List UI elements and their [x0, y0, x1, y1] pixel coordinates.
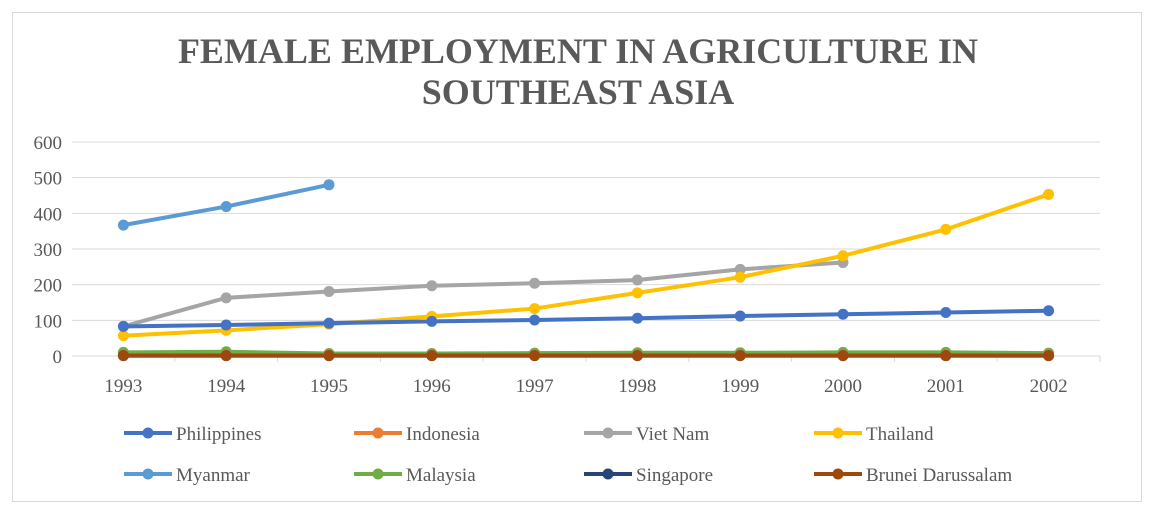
legend-marker	[142, 468, 154, 480]
legend-marker	[832, 427, 844, 439]
series-thailand	[117, 188, 1055, 342]
data-point	[631, 287, 643, 299]
legend-item-thailand: Thailand	[814, 424, 934, 445]
data-point	[220, 201, 232, 213]
series-line	[121, 260, 845, 329]
legend-item-viet-nam: Viet Nam	[584, 424, 709, 445]
data-point	[117, 350, 129, 362]
legend-item-myanmar: Myanmar	[124, 465, 251, 486]
series-line	[121, 349, 1051, 356]
data-point	[837, 250, 849, 262]
data-point	[631, 350, 643, 362]
series-philippines	[117, 305, 1055, 332]
legend-label: Viet Nam	[636, 424, 709, 445]
data-point	[220, 350, 232, 362]
data-point	[1043, 188, 1055, 200]
x-tick-label: 1996	[413, 376, 451, 397]
data-point	[631, 312, 643, 324]
y-tick-label: 500	[34, 169, 63, 190]
series-line	[121, 308, 1051, 329]
legend-item-malaysia: Malaysia	[354, 465, 476, 486]
legend-marker	[602, 468, 614, 480]
legend-label: Philippines	[176, 424, 262, 445]
legend-item-brunei-darussalam: Brunei Darussalam	[814, 465, 1012, 486]
data-point	[529, 277, 541, 289]
data-point	[734, 350, 746, 362]
data-point	[940, 223, 952, 235]
x-axis: 1993 1994 1995 1996 1997 1998 1999 2000 2001 2002	[104, 356, 1101, 397]
legend: Philippines Indonesia Viet Nam Thailand Myan…	[124, 424, 1012, 486]
chart-title-line-1: FEMALE EMPLOYMENT IN AGRICULTURE IN	[178, 31, 978, 71]
legend-marker	[602, 427, 614, 439]
legend-label: Malaysia	[406, 465, 476, 486]
legend-label: Singapore	[636, 465, 713, 486]
data-point	[117, 219, 129, 231]
y-tick-label: 400	[34, 204, 63, 225]
data-point	[426, 280, 438, 292]
data-point	[529, 303, 541, 315]
series-line	[121, 192, 1051, 338]
data-point	[426, 315, 438, 327]
data-point	[734, 271, 746, 283]
data-point	[837, 350, 849, 362]
y-tick-label: 0	[53, 347, 63, 368]
series-myanmar	[117, 179, 335, 231]
data-point	[1043, 305, 1055, 317]
data-point	[220, 319, 232, 331]
chart-title-line-2: SOUTHEAST ASIA	[422, 72, 734, 112]
x-tick-label: 1995	[310, 376, 348, 397]
data-point	[323, 179, 335, 191]
data-point	[323, 350, 335, 362]
legend-item-philippines: Philippines	[124, 424, 262, 445]
legend-marker	[372, 427, 384, 439]
x-tick-label: 2001	[927, 376, 965, 397]
legend-marker	[372, 468, 384, 480]
y-axis: 0 100 200 300 400 500 600	[34, 133, 63, 368]
legend-marker	[832, 468, 844, 480]
x-tick-label: 1994	[207, 376, 246, 397]
x-tick-label: 2002	[1030, 376, 1068, 397]
data-point	[631, 274, 643, 286]
data-point	[940, 350, 952, 362]
data-point	[323, 285, 335, 297]
legend-item-singapore: Singapore	[584, 465, 713, 486]
x-tick-label: 1997	[516, 376, 554, 397]
series-brunei-darussalam	[117, 350, 1055, 362]
data-point	[529, 350, 541, 362]
x-tick-label: 1999	[721, 376, 759, 397]
data-point	[529, 314, 541, 326]
legend-label: Thailand	[866, 424, 934, 445]
data-point	[837, 308, 849, 320]
data-point	[323, 317, 335, 329]
series-lines	[117, 179, 1055, 362]
legend-item-indonesia: Indonesia	[354, 424, 480, 445]
legend-label: Myanmar	[176, 465, 251, 486]
data-point	[940, 306, 952, 318]
y-tick-label: 100	[34, 311, 63, 332]
legend-marker	[142, 427, 154, 439]
chart-frame	[12, 12, 1142, 502]
data-point	[220, 292, 232, 304]
data-point	[734, 263, 746, 275]
x-tick-label: 2000	[824, 376, 862, 397]
legend-label: Indonesia	[406, 424, 480, 445]
y-tick-label: 600	[34, 133, 63, 154]
data-point	[117, 330, 129, 342]
data-point	[426, 350, 438, 362]
x-tick-label: 1993	[104, 376, 142, 397]
x-tick-label: 1998	[618, 376, 656, 397]
y-tick-label: 300	[34, 240, 63, 261]
legend-label: Brunei Darussalam	[866, 465, 1012, 486]
y-tick-label: 200	[34, 276, 63, 297]
data-point	[734, 310, 746, 322]
data-point	[117, 320, 129, 332]
data-point	[1043, 350, 1055, 362]
